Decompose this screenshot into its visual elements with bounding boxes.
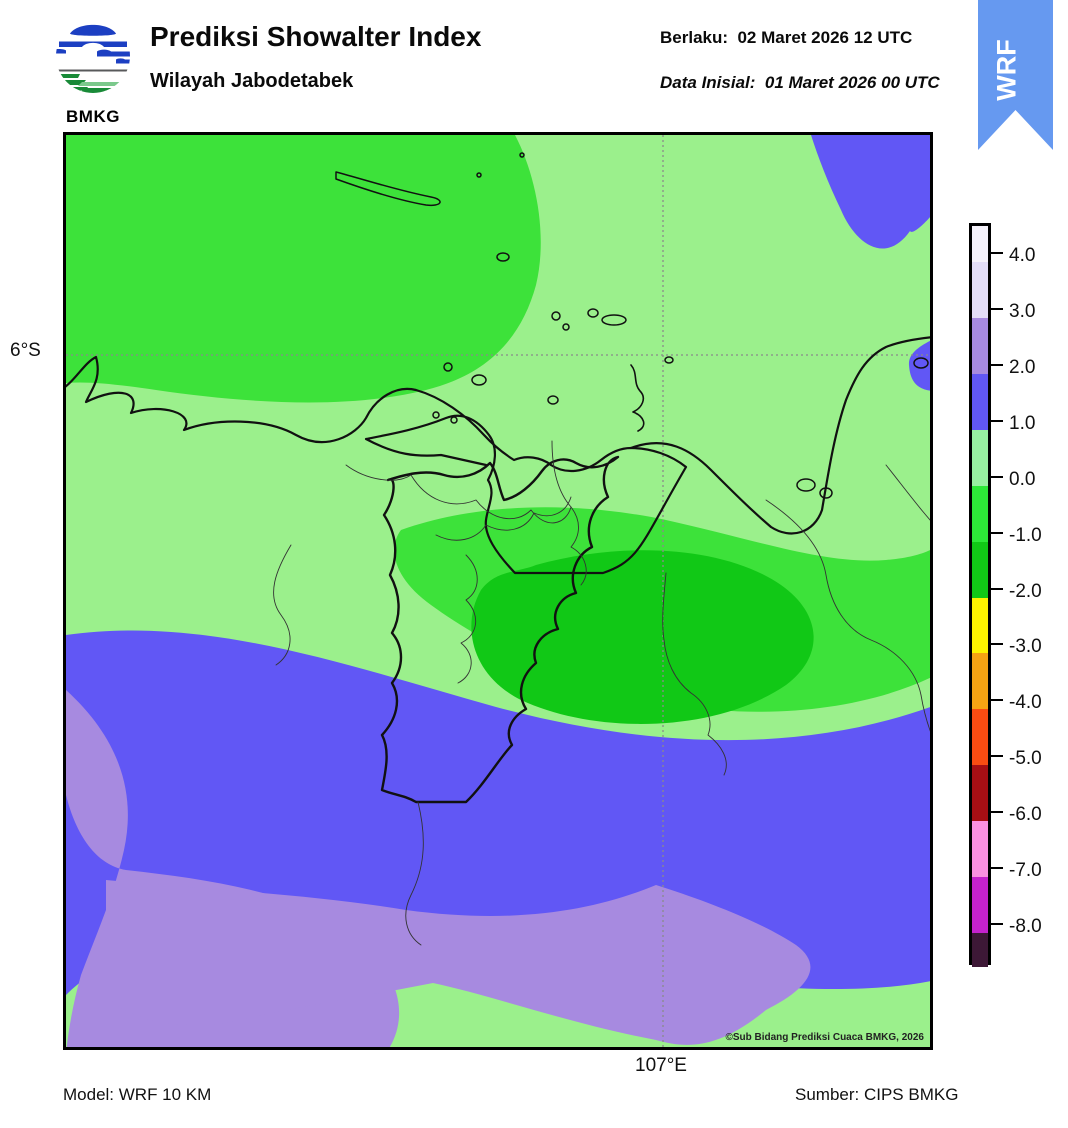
svg-text:WRF: WRF [992,39,1022,100]
